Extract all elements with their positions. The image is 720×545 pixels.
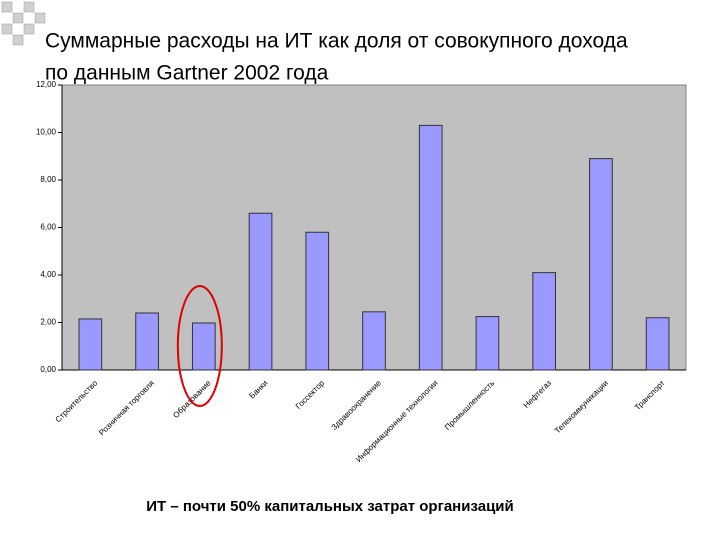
bar	[191, 322, 216, 371]
x-tick-label: Нефтегаз	[522, 378, 554, 410]
y-tick-label: 6,00	[40, 223, 56, 232]
x-tick-label: Здравоохранение	[330, 378, 384, 432]
y-tick-label: 2,00	[40, 318, 56, 327]
highlight-ellipse	[176, 285, 223, 407]
chart-title: по данным Gartner 2002 года	[45, 62, 329, 85]
y-tick-label: 0,00	[40, 365, 56, 374]
bar	[135, 312, 159, 371]
x-tick-label: Промышленность	[443, 379, 496, 432]
x-tick-label: Госсектор	[294, 378, 327, 411]
bar	[475, 316, 500, 371]
bar	[645, 317, 670, 371]
bar	[248, 212, 273, 371]
y-tick-label: 8,00	[40, 175, 56, 184]
y-tick-label: 12,00	[36, 80, 57, 89]
bar	[305, 231, 330, 371]
y-tick-label: 10,00	[36, 128, 57, 137]
bar	[589, 158, 613, 371]
x-tick-label: Строительство	[54, 378, 100, 424]
annotation: ИТ – почти 50% капитальных затрат органи…	[146, 498, 513, 515]
x-tick-label: Розничная торговля	[97, 379, 156, 438]
x-tick-label: Банки	[247, 379, 269, 401]
bar	[78, 318, 103, 371]
y-tick-label: 4,00	[40, 270, 56, 279]
decoration	[1, 1, 46, 46]
bar	[418, 124, 443, 371]
chart-title: Суммарные расходы на ИТ как доля от сово…	[45, 30, 628, 53]
x-tick-label: Транспорт	[633, 378, 667, 412]
bar	[362, 311, 386, 371]
x-tick-label: Образование	[171, 378, 213, 420]
bar	[532, 272, 557, 371]
x-tick-label: Телекоммуникации	[553, 379, 610, 436]
